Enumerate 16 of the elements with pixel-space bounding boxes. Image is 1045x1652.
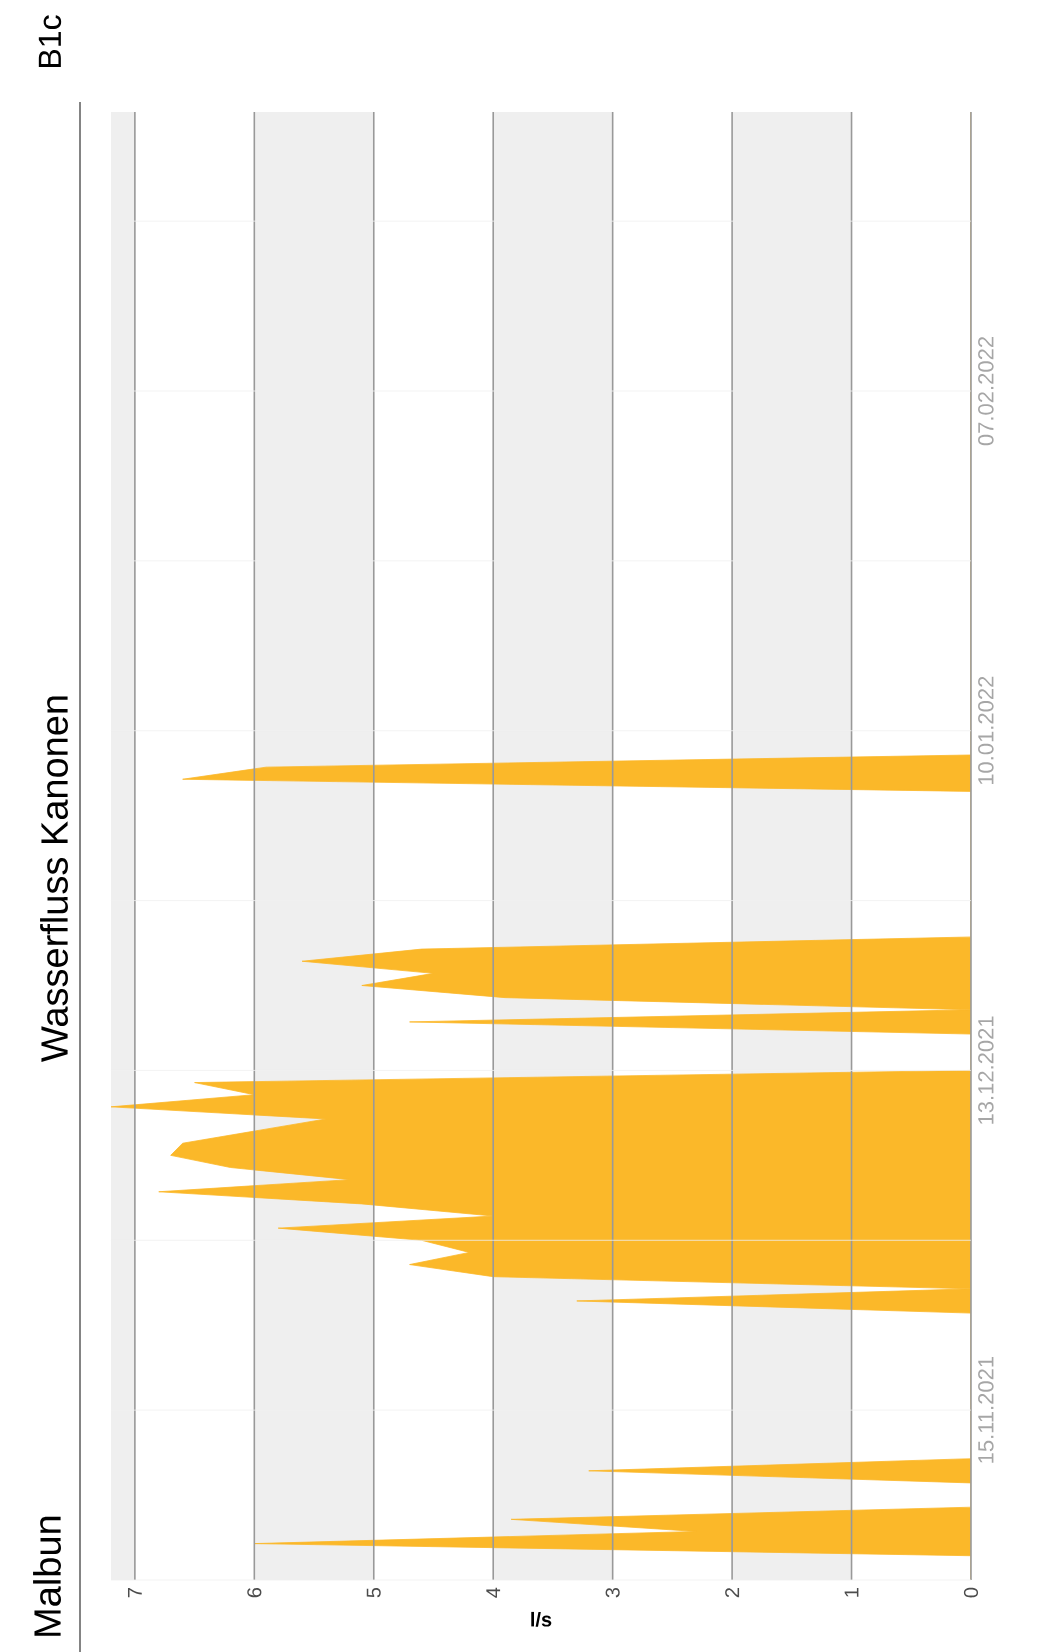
- x-tick-label: 4: [486, 1587, 501, 1598]
- y-tick-label: 15.11.2021: [978, 1356, 994, 1463]
- x-tick-label: 6: [247, 1587, 262, 1598]
- x-tick-label: 7: [127, 1588, 142, 1598]
- text: Malbun: [33, 1516, 61, 1636]
- x-tick-label: 0: [963, 1587, 979, 1598]
- x-tick-label: 1: [844, 1588, 859, 1597]
- y-tick-label: 10.01.2022: [978, 676, 994, 785]
- y-tick-label: 07.02.2022: [978, 337, 994, 446]
- text: B1c: [38, 15, 62, 67]
- x-tick-label: 3: [605, 1587, 620, 1598]
- x-tick-label: 5: [366, 1587, 381, 1598]
- text: Wasserfluss Kanonen: [40, 696, 68, 1062]
- y-tick-label: 13.12.2021: [978, 1016, 994, 1124]
- x-tick-label: 2: [725, 1588, 740, 1598]
- x-axis-title: l/s: [531, 1611, 552, 1627]
